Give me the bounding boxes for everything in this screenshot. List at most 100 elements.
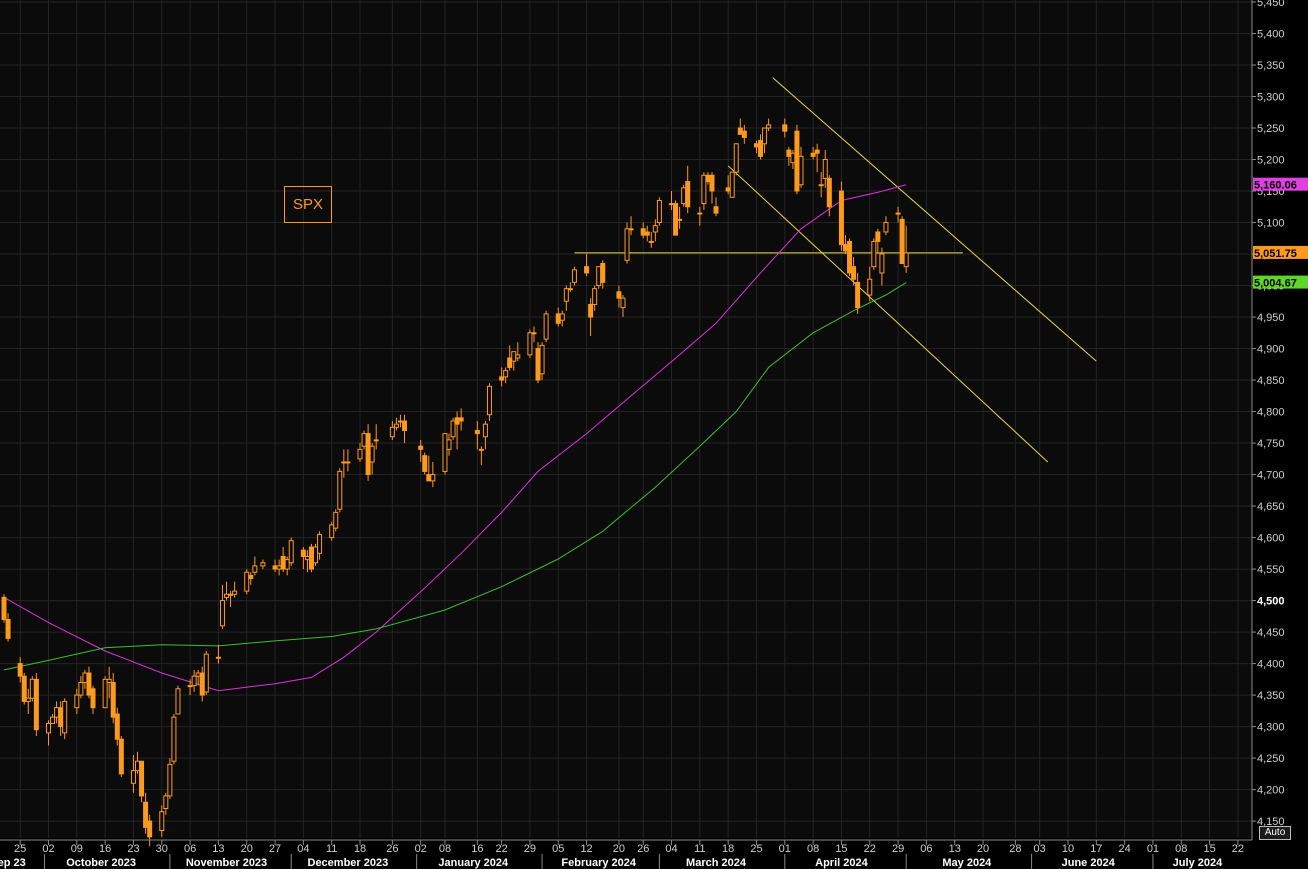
x-tick-label: 18	[722, 843, 734, 855]
candle-body	[357, 448, 363, 460]
candle	[110, 673, 116, 724]
candle-body	[393, 423, 399, 428]
candle-body	[244, 571, 250, 592]
candle	[478, 446, 484, 466]
candle	[895, 206, 901, 223]
candle	[159, 805, 165, 837]
candle-body	[895, 212, 901, 215]
candle	[883, 216, 889, 236]
y-tick-label: 5,400	[1257, 29, 1285, 41]
candle-body	[365, 433, 371, 476]
candle-body	[300, 549, 306, 557]
candle	[681, 184, 687, 207]
candle-body	[652, 225, 658, 233]
x-tick-label: 25	[14, 843, 26, 855]
x-tick-label: 22	[495, 843, 507, 855]
candle-body	[426, 474, 432, 482]
y-tick-label: 5,300	[1257, 92, 1285, 104]
x-tick-label: 13	[949, 843, 961, 855]
candle-body	[58, 707, 64, 728]
auto-scale-button[interactable]: Auto	[1259, 826, 1291, 840]
moving-average-line	[3, 282, 907, 671]
candle-body	[373, 439, 379, 442]
trendline	[772, 77, 1097, 362]
y-tick-label: 4,250	[1257, 753, 1285, 765]
candle-body	[794, 130, 800, 192]
candle-body	[232, 590, 238, 595]
candle-body	[29, 678, 35, 699]
candle	[531, 326, 537, 343]
candle	[499, 367, 505, 387]
x-month-label: January 2024	[438, 857, 509, 869]
x-tick-label: 23	[127, 843, 139, 855]
price-tag-background	[1253, 245, 1308, 259]
price-tag-label: 5,051.75	[1254, 248, 1297, 260]
candle	[450, 417, 456, 440]
candle-body	[531, 332, 537, 335]
candle	[369, 443, 375, 475]
candle	[794, 124, 800, 195]
candle	[329, 521, 335, 541]
candle	[361, 430, 367, 450]
x-tick-label: 20	[977, 843, 989, 855]
candle-body	[114, 713, 120, 740]
x-month-label: February 2024	[561, 857, 636, 869]
candle-body	[588, 303, 594, 318]
x-tick-label: 20	[241, 843, 253, 855]
x-month-label: June 2024	[1062, 857, 1116, 869]
x-tick-label: 15	[835, 843, 847, 855]
x-tick-label: 12	[580, 843, 592, 855]
x-tick-label: 16	[471, 843, 483, 855]
x-tick-label: 05	[552, 843, 564, 855]
price-tag: 5,051.75	[1253, 245, 1308, 260]
candle	[559, 310, 565, 327]
candle	[17, 657, 23, 683]
candle-body	[842, 244, 848, 252]
candle	[697, 206, 703, 226]
candle-body	[159, 811, 165, 832]
candle	[389, 421, 395, 440]
candle	[430, 461, 436, 488]
candle-body	[442, 433, 448, 472]
candle-body	[685, 181, 691, 208]
candle	[333, 509, 339, 532]
candle	[879, 247, 885, 286]
candle	[313, 543, 319, 566]
y-tick-label: 4,950	[1257, 312, 1285, 324]
x-tick-label: 16	[99, 843, 111, 855]
candle	[139, 760, 145, 803]
candle-body	[507, 357, 513, 368]
candle-body	[389, 426, 395, 438]
candle	[567, 282, 573, 292]
candle-body	[515, 354, 521, 359]
candle-body	[899, 218, 905, 264]
candle-body	[139, 760, 145, 797]
x-tick-label: 22	[1232, 843, 1244, 855]
candle	[818, 172, 824, 198]
y-tick-label: 5,100	[1257, 218, 1285, 230]
candle	[373, 424, 379, 450]
candle-body	[648, 240, 654, 243]
candle-body	[90, 688, 96, 709]
candle-body	[86, 672, 92, 696]
candle-body	[474, 429, 480, 435]
x-tick-label: 11	[326, 843, 337, 855]
x-month-label: Sep 23	[0, 857, 26, 869]
candle	[810, 146, 816, 160]
candle	[592, 285, 598, 311]
candle	[515, 342, 521, 362]
candle-body	[826, 177, 832, 208]
candle-body	[677, 218, 683, 221]
candle-body	[741, 130, 747, 138]
candle-body	[341, 461, 347, 464]
x-tick-label: 28	[1009, 843, 1021, 855]
candle-body	[855, 281, 861, 309]
candle	[167, 758, 173, 800]
candle-body	[511, 351, 517, 362]
x-tick-label: 26	[637, 843, 649, 855]
x-month-label: July 2024	[1173, 857, 1223, 869]
candle	[219, 584, 225, 629]
x-tick-label: 02	[42, 843, 54, 855]
candle	[648, 231, 654, 248]
